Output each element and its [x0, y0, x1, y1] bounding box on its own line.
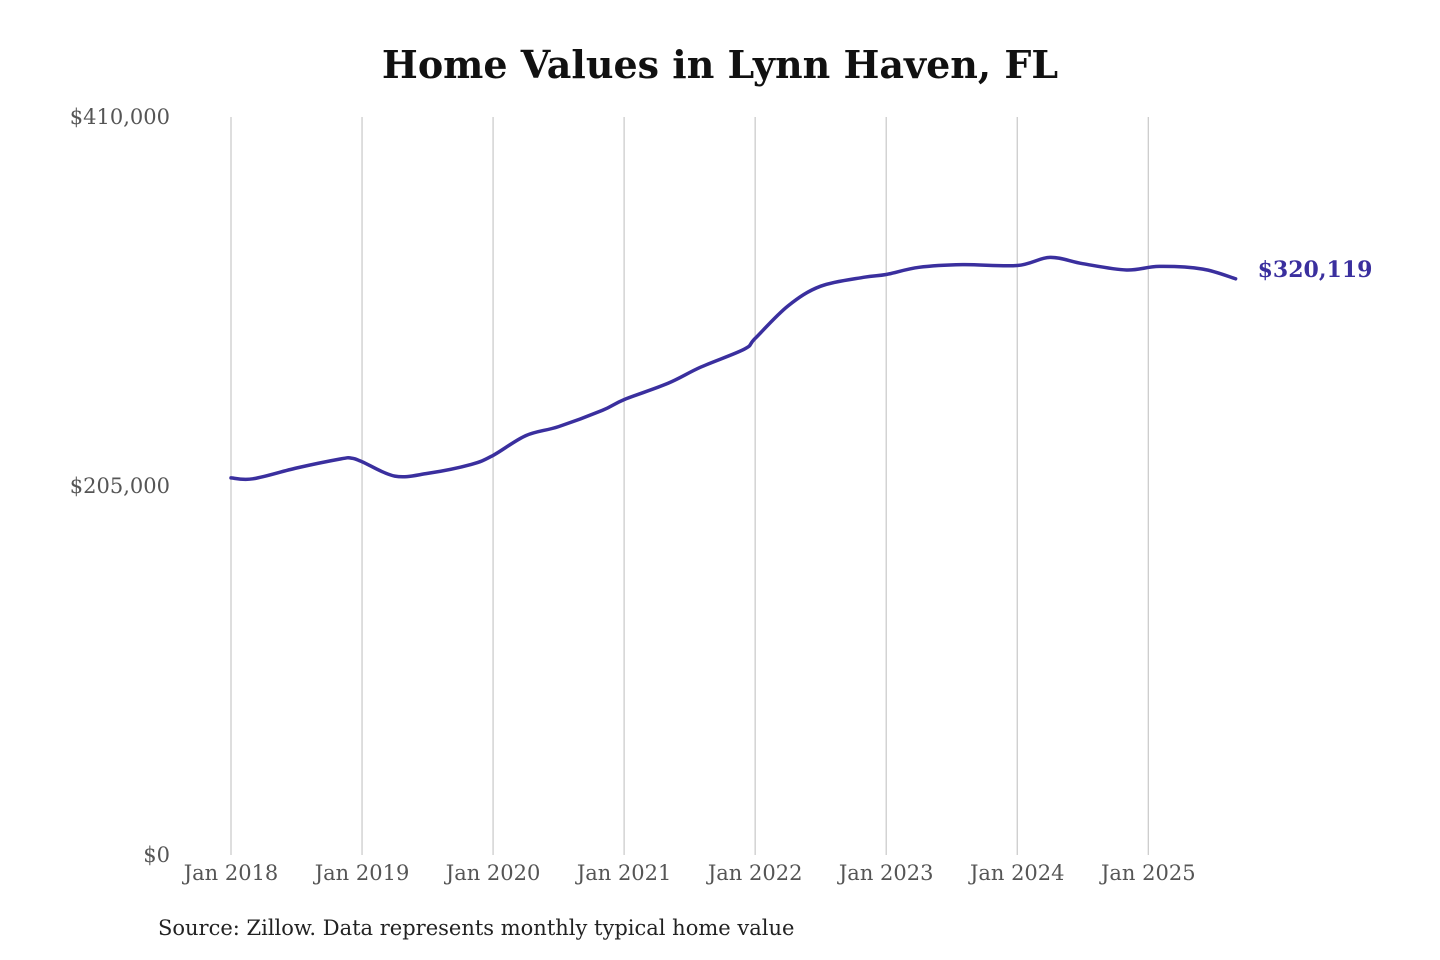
home-value-line [229, 255, 1238, 482]
source-note: Source: Zillow. Data represents monthly … [158, 916, 795, 940]
x-tick-label: Jan 2018 [182, 861, 279, 885]
x-tick-label: Jan 2024 [968, 861, 1065, 885]
y-tick-label: $0 [143, 843, 170, 867]
x-tick-label: Jan 2020 [444, 861, 541, 885]
y-tick-label: $205,000 [70, 474, 170, 498]
x-tick-label: Jan 2021 [575, 861, 672, 885]
end-value-label: $320,119 [1258, 257, 1373, 283]
x-tick-label: Jan 2025 [1099, 861, 1196, 885]
x-tick-label: Jan 2023 [837, 861, 934, 885]
x-tick-label: Jan 2022 [706, 861, 803, 885]
chart-title: Home Values in Lynn Haven, FL [381, 42, 1059, 87]
x-tick-label: Jan 2019 [313, 861, 410, 885]
y-tick-label: $410,000 [70, 105, 170, 129]
